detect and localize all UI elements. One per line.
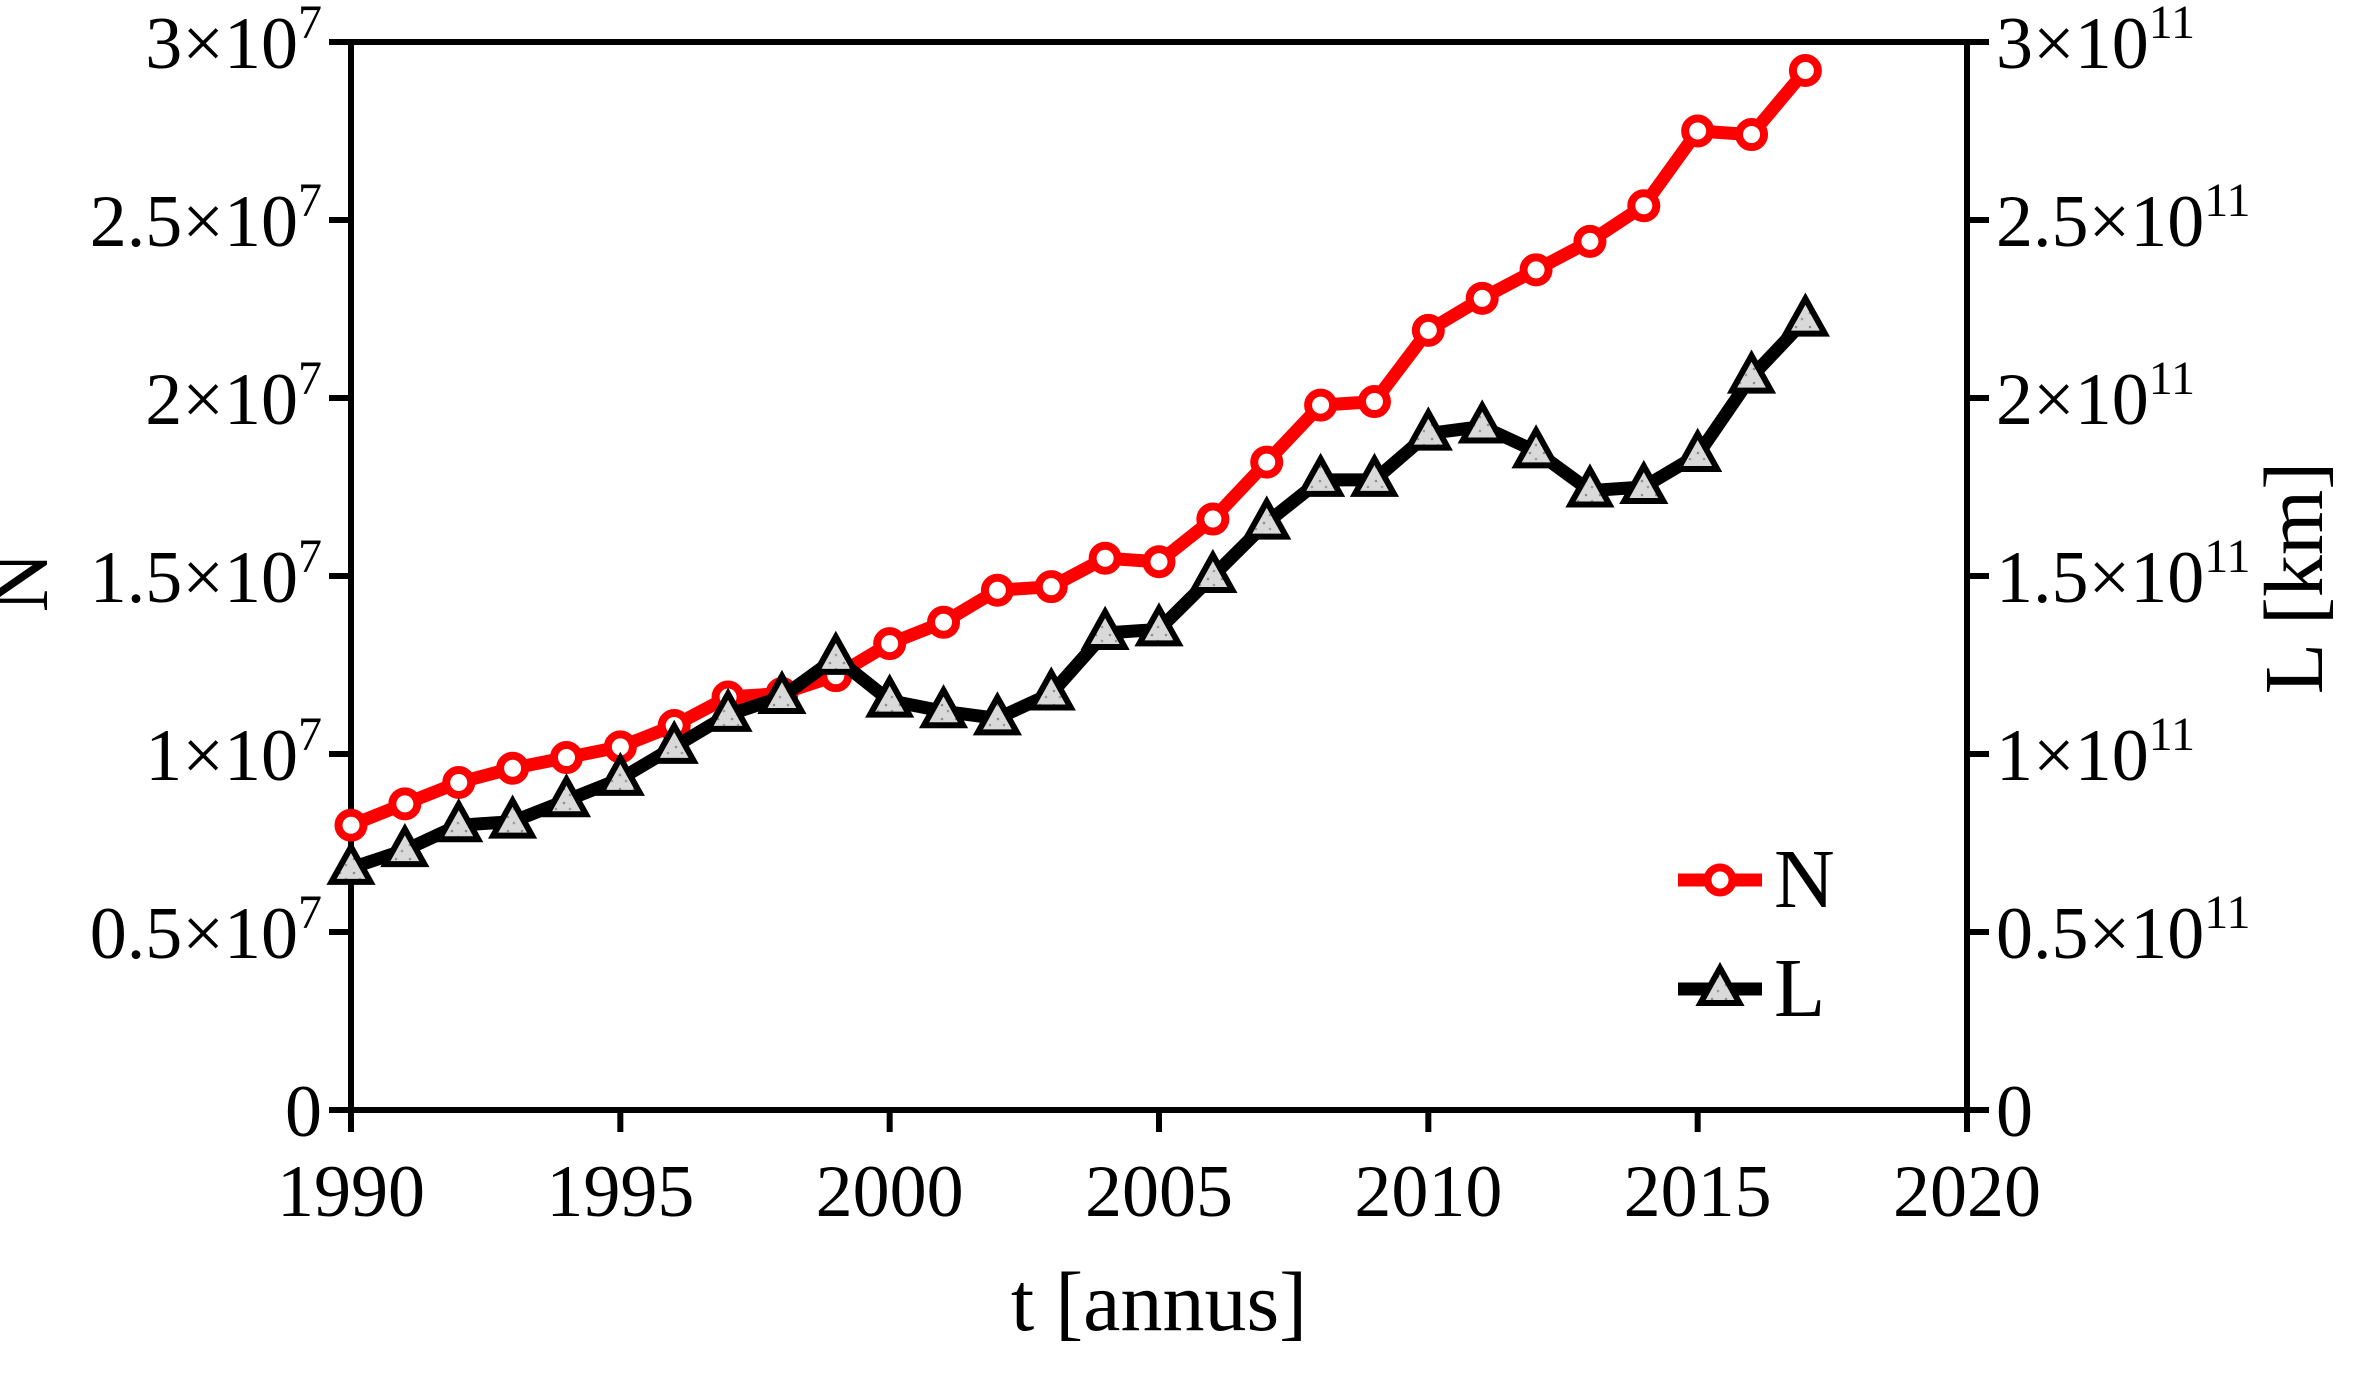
series-L-marker xyxy=(1134,602,1184,647)
series-L-marker xyxy=(380,822,430,868)
series-N-marker xyxy=(1681,114,1715,148)
series-N-marker xyxy=(1088,541,1122,575)
series-L-marker xyxy=(1026,666,1076,711)
series-L-marker xyxy=(649,719,699,764)
series-N-marker xyxy=(1519,253,1553,287)
series-L-marker xyxy=(1403,406,1453,451)
left-axis-title: N xyxy=(0,552,66,613)
series-L-marker xyxy=(1349,452,1400,497)
right-y-tick-label: 1.5×1011 xyxy=(1996,530,2250,619)
series-L-marker xyxy=(1080,605,1130,650)
series-L-marker xyxy=(972,691,1023,736)
series-L-marker xyxy=(434,798,484,843)
series-N-marker xyxy=(873,627,907,661)
left-y-tick-label: 0.5×107 xyxy=(90,886,322,975)
right-y-tick-label: 0.5×1011 xyxy=(1996,886,2250,975)
series-N-marker xyxy=(1411,313,1445,347)
series-L-marker xyxy=(1673,427,1723,472)
series-N-marker xyxy=(549,741,583,775)
series-L-marker xyxy=(1726,349,1777,394)
series-N-marker xyxy=(1465,281,1499,315)
x-tick-label: 2000 xyxy=(816,1151,964,1233)
x-tick-label: 2015 xyxy=(1624,1151,1772,1233)
series-L-marker xyxy=(1188,548,1238,593)
series-L-marker xyxy=(1511,424,1561,469)
series-L-marker xyxy=(811,630,861,675)
series-N-marker xyxy=(1627,189,1661,223)
series-L-marker xyxy=(703,687,753,732)
x-tick-label: 2020 xyxy=(1893,1151,2041,1233)
left-y-tick-label: 0 xyxy=(285,1071,322,1153)
left-y-tick-label: 2.5×107 xyxy=(90,174,322,263)
series-N-marker xyxy=(980,573,1014,607)
series-N-marker xyxy=(1357,385,1391,419)
series-L-marker xyxy=(1457,399,1507,444)
series-N-marker xyxy=(1250,445,1284,479)
x-axis-title: t [annus] xyxy=(1011,1256,1307,1349)
series-N-marker xyxy=(388,787,422,821)
right-y-tick-label: 0 xyxy=(1996,1071,2033,1153)
series-L-marker xyxy=(541,773,592,818)
x-tick-label: 1995 xyxy=(546,1151,694,1233)
x-tick-label: 1990 xyxy=(277,1151,425,1233)
series-N-marker xyxy=(1304,388,1338,422)
series-N-marker xyxy=(927,605,961,639)
series-N-marker xyxy=(1142,545,1176,579)
series-N-marker xyxy=(1196,502,1230,536)
legend-item-N: N xyxy=(1678,833,1835,926)
series-N-line xyxy=(344,64,1812,832)
series-L-marker xyxy=(1619,459,1669,504)
series-L-line xyxy=(344,313,1812,875)
series-L-marker xyxy=(865,673,915,718)
left-y-tick-label: 3×107 xyxy=(145,0,322,85)
series-L-marker xyxy=(1242,495,1292,540)
series-L-marker xyxy=(595,751,645,796)
series-L-marker xyxy=(487,794,538,839)
right-y-tick-label: 2×1011 xyxy=(1996,352,2195,441)
right-y-tick-label: 3×1011 xyxy=(1996,0,2195,85)
series-N-marker xyxy=(334,808,368,842)
legend-item-L: L xyxy=(1678,942,1825,1035)
legend-circle-marker-icon xyxy=(1703,863,1737,897)
x-tick-label: 2010 xyxy=(1354,1151,1502,1233)
left-y-tick-label: 1.5×107 xyxy=(90,530,322,619)
legend-triangle-marker-icon xyxy=(1695,961,1745,1006)
series-N-marker xyxy=(1034,570,1068,604)
series-N-marker xyxy=(1735,118,1769,152)
right-y-tick-label: 2.5×1011 xyxy=(1996,174,2250,263)
series-L-marker xyxy=(918,684,969,729)
series-L-marker xyxy=(1780,292,1831,337)
left-y-tick-label: 2×107 xyxy=(145,352,322,441)
series-N-marker xyxy=(1788,53,1822,87)
right-axis-title: L [km] xyxy=(2248,462,2341,694)
left-y-tick-label: 1×107 xyxy=(145,708,322,797)
series-L-marker xyxy=(326,840,376,885)
series-L-marker xyxy=(1295,452,1346,497)
series-N-marker xyxy=(496,751,530,785)
series-L-marker xyxy=(1565,463,1615,508)
legend-label: L xyxy=(1774,942,1825,1035)
x-tick-label: 2005 xyxy=(1085,1151,1233,1233)
right-y-tick-label: 1×1011 xyxy=(1996,708,2195,797)
series-L-marker xyxy=(757,669,807,715)
series-N-marker xyxy=(1573,224,1607,258)
legend-label: N xyxy=(1774,833,1835,926)
series-N-marker xyxy=(442,765,476,799)
